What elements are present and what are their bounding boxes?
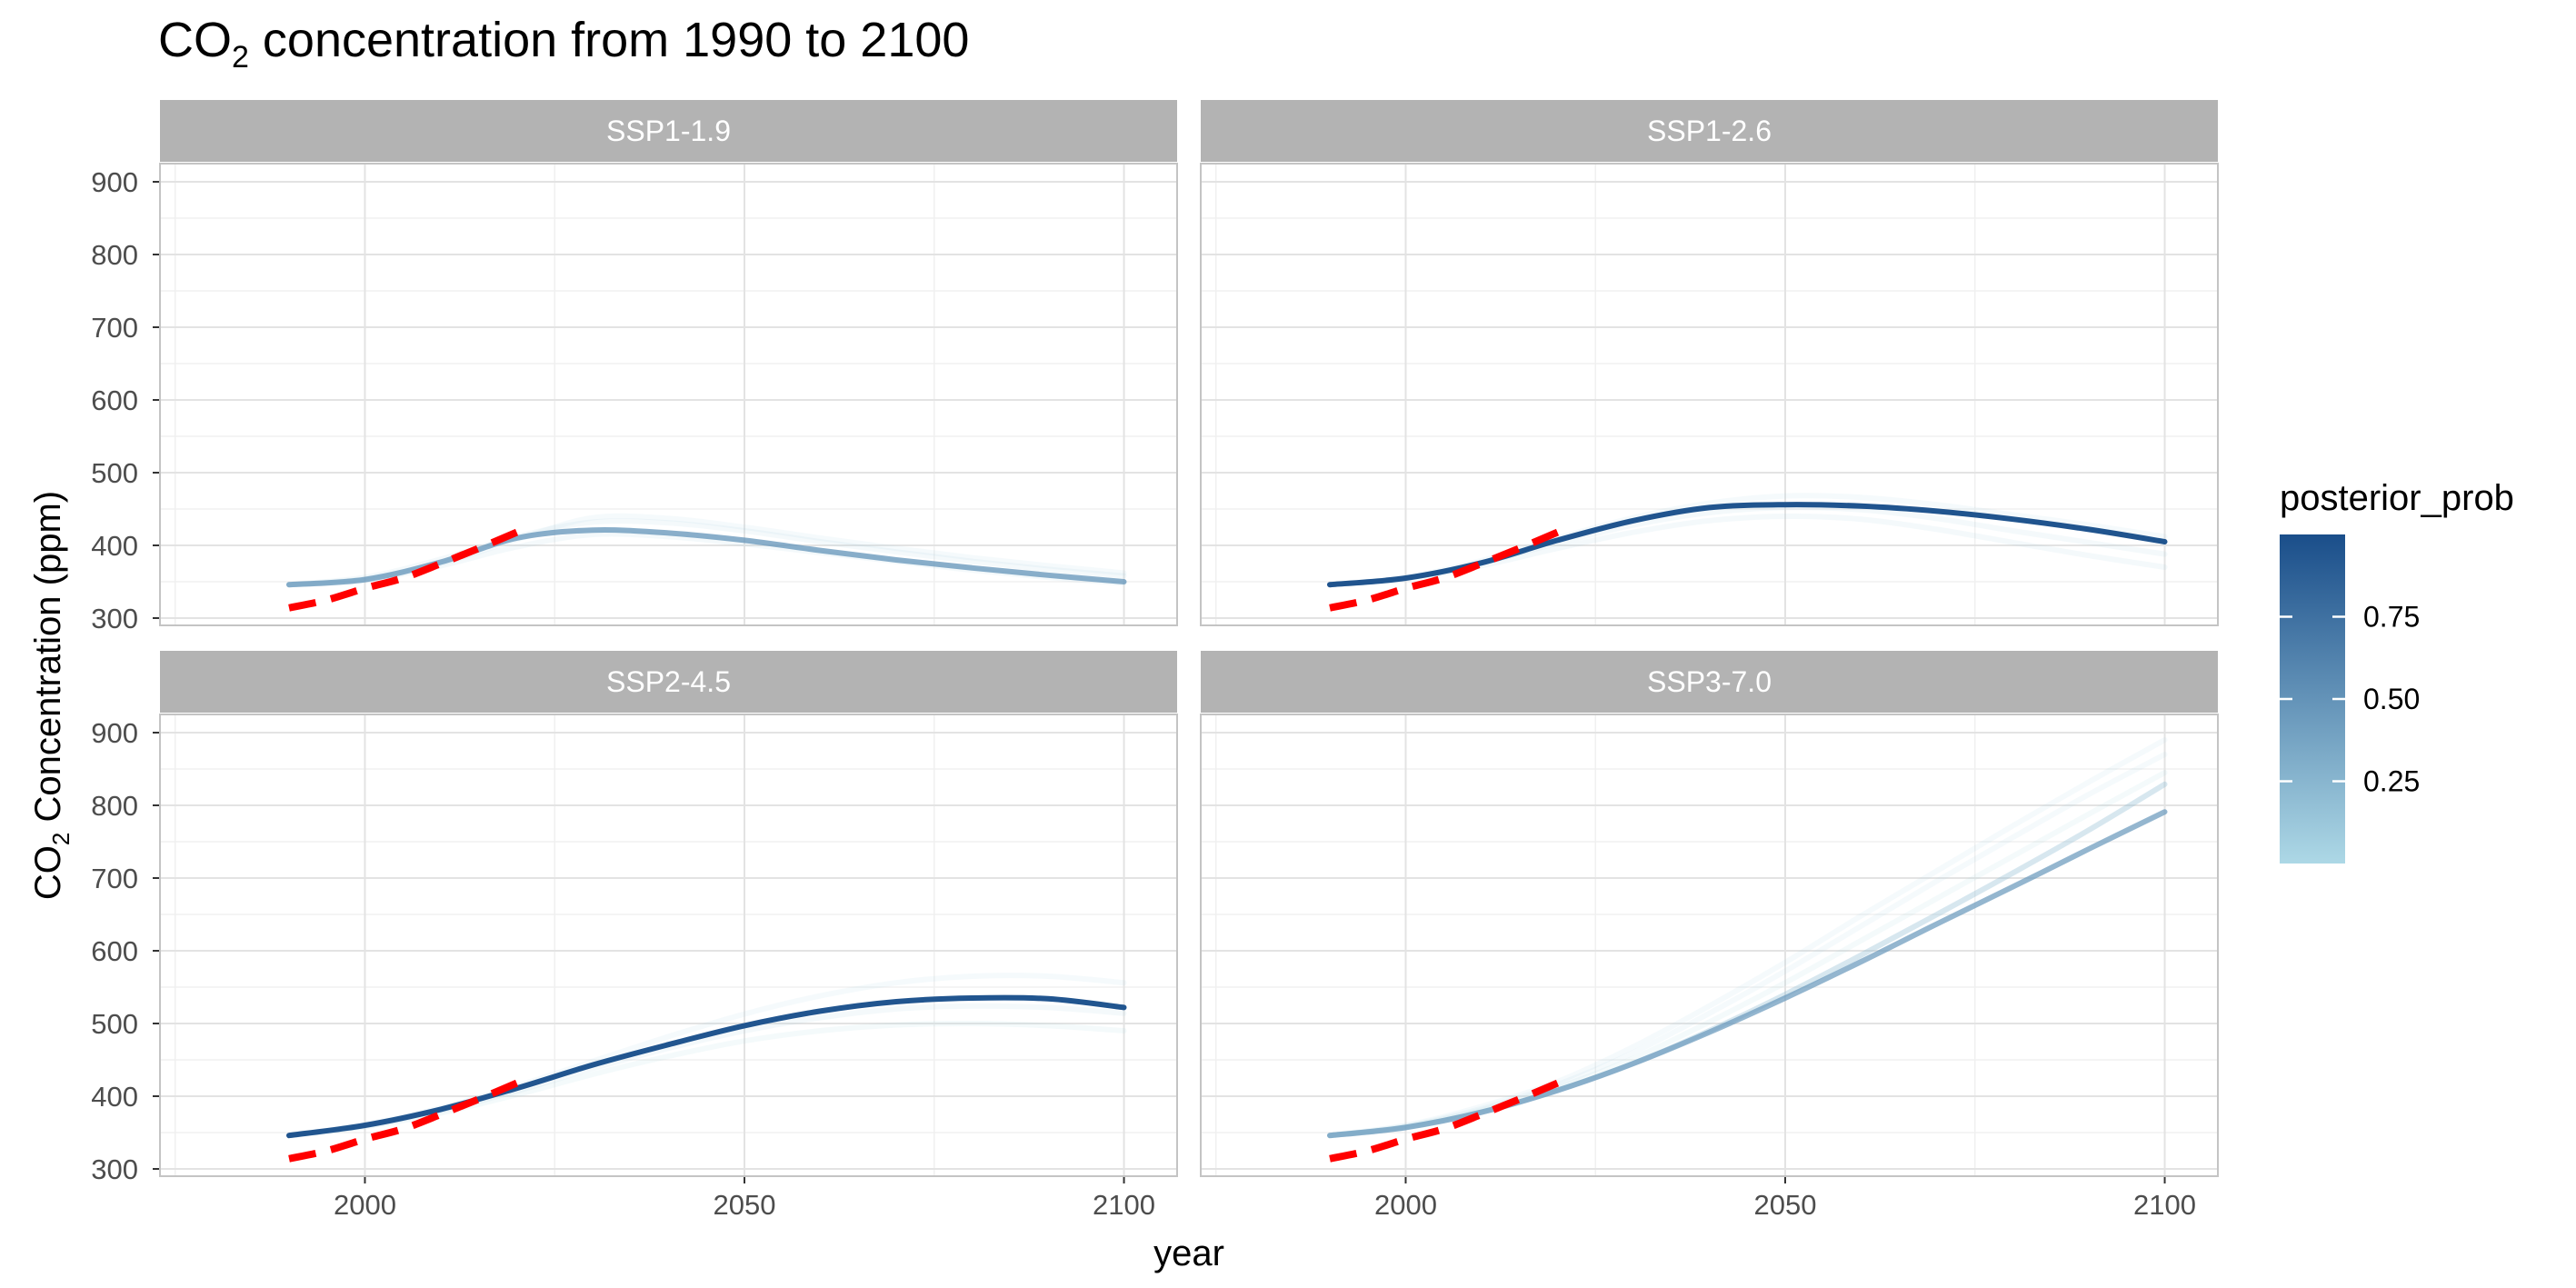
chart-title-suffix: concentration from 1990 to 2100 (249, 13, 970, 67)
facet-strip-label: SSP3-7.0 (1647, 665, 1772, 698)
series-group (1327, 493, 2168, 612)
legend-ticks: 0.25 0.50 0.75 (2280, 601, 2420, 798)
facet-panel-SSP3-7.0: SSP3-7.0 2000 2050 2100 (1200, 651, 2219, 1221)
plot-background (160, 714, 1177, 1176)
facet-strip (1201, 651, 2218, 713)
y-tick-label: 300 (91, 1153, 138, 1185)
facet-strip (160, 100, 1177, 162)
y-tick-label: 400 (91, 530, 138, 562)
plot-background (1201, 714, 2218, 1176)
series-line (286, 518, 1127, 588)
series-group (286, 513, 1127, 612)
x-tick-label: 2000 (334, 1189, 396, 1221)
y-tick-label: 500 (91, 1008, 138, 1040)
legend-tick-label: 0.50 (2363, 683, 2420, 715)
y-axis-label: CO2 Concentration (ppm) (28, 491, 75, 900)
y-tick-label: 600 (91, 935, 138, 967)
legend: posterior_prob 0.25 0.50 0.75 (2280, 478, 2514, 864)
facet-strip-label: SSP1-2.6 (1647, 115, 1772, 147)
x-tick-label: 2050 (1754, 1189, 1817, 1221)
facet-strip-label: SSP2-4.5 (606, 665, 731, 698)
plot-background (160, 164, 1177, 625)
y-axis-label-suffix: Concentration (ppm) (28, 491, 68, 833)
y-tick-label: 800 (91, 239, 138, 271)
y-tick-label: 500 (91, 457, 138, 489)
x-tick-label: 2000 (1374, 1189, 1437, 1221)
chart-title: CO2 concentration from 1990 to 2100 (158, 13, 969, 75)
plot-background (1201, 164, 2218, 625)
y-tick-label: 900 (91, 717, 138, 749)
y-tick-label: 400 (91, 1081, 138, 1113)
y-tick-label: 600 (91, 384, 138, 416)
series-line (1327, 737, 2168, 1139)
y-axis-label-prefix: CO (28, 845, 68, 900)
x-axis-label: year (1153, 1233, 1224, 1273)
legend-tick-label: 0.75 (2363, 601, 2420, 634)
panel-border (1200, 714, 2219, 1177)
series-group (1327, 737, 2168, 1163)
y-axis-label-subscript: 2 (47, 833, 75, 845)
chart-title-subscript: 2 (232, 40, 249, 75)
panels-layer: SSP1-1.9 300 400 500 600 700 800 900 SSP1-2.6 SSP… (91, 100, 2219, 1221)
facet-strip (160, 651, 1177, 713)
series-line (286, 994, 1127, 1139)
x-tick-label: 2050 (714, 1189, 776, 1221)
y-tick-label: 800 (91, 790, 138, 822)
series-line (1327, 752, 2168, 1139)
chart-title-prefix: CO (158, 13, 232, 67)
legend-title: posterior_prob (2280, 478, 2514, 518)
facet-panel-SSP1-2.6: SSP1-2.6 (1200, 100, 2219, 626)
series-group (286, 973, 1127, 1163)
facet-strip (1201, 100, 2218, 162)
facet-panel-SSP1-1.9: SSP1-1.9 300 400 500 600 700 800 900 (91, 100, 1178, 634)
y-tick-label: 300 (91, 603, 138, 634)
facet-strip-label: SSP1-1.9 (606, 115, 731, 147)
x-tick-label: 2100 (2133, 1189, 2196, 1221)
legend-tick-label: 0.25 (2363, 765, 2420, 798)
y-tick-label: 900 (91, 166, 138, 198)
panel-border (159, 163, 1178, 626)
panel-border (1200, 163, 2219, 626)
facet-panel-SSP2-4.5: SSP2-4.5 300 400 500 600 700 800 900 2000 2050 210… (91, 651, 1178, 1221)
y-tick-label: 700 (91, 863, 138, 894)
panel-border (159, 714, 1178, 1177)
x-tick-label: 2100 (1093, 1189, 1155, 1221)
y-tick-label: 700 (91, 312, 138, 344)
